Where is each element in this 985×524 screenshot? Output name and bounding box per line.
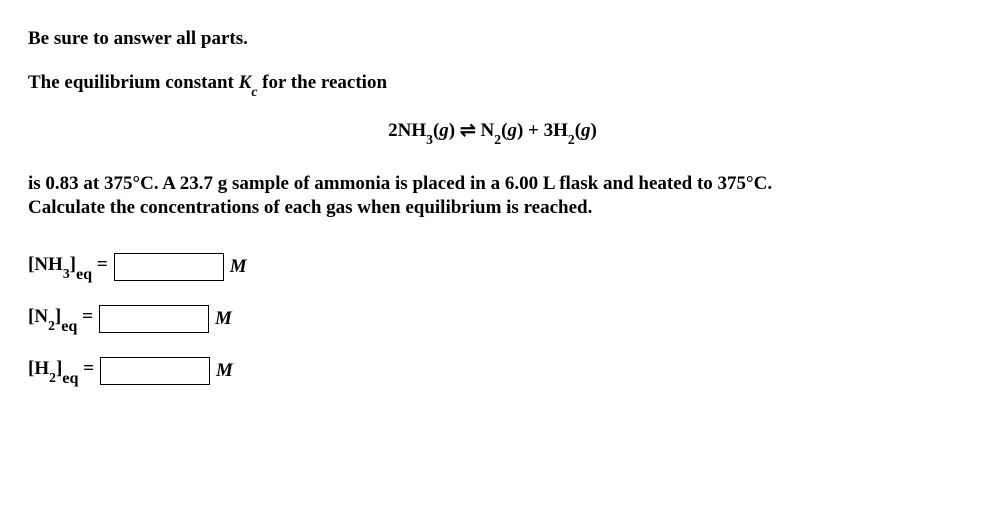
reactant-nh3-sub: 3 bbox=[426, 132, 433, 147]
nh3-sub1: 3 bbox=[63, 266, 70, 281]
nh3-unit: M bbox=[230, 256, 247, 278]
instruction-text: Be sure to answer all parts. bbox=[28, 28, 957, 50]
h2-sub2: eq bbox=[62, 370, 78, 387]
h2-answer-row: [H2]eq = M bbox=[28, 357, 957, 385]
nh3-label: [NH3]eq = bbox=[28, 254, 108, 280]
product-h2-paren-close: ) bbox=[591, 120, 597, 141]
h2-input[interactable] bbox=[100, 357, 210, 385]
h2-unit: M bbox=[216, 360, 233, 382]
product-h2: 3H bbox=[544, 120, 568, 141]
intro-line: The equilibrium constant Kc for the reac… bbox=[28, 72, 957, 97]
product-n2-sub: 2 bbox=[494, 132, 501, 147]
k-symbol: K bbox=[239, 72, 252, 93]
equilibrium-arrow: ⇌ bbox=[455, 120, 480, 141]
k-subscript: c bbox=[251, 84, 257, 99]
intro-suffix: for the reaction bbox=[257, 72, 387, 93]
plus-sign: + bbox=[523, 120, 543, 141]
n2-sub1: 2 bbox=[48, 318, 55, 333]
body-line-2: Calculate the concentrations of each gas… bbox=[28, 197, 957, 219]
reactant-nh3-state: g bbox=[439, 120, 449, 141]
n2-answer-row: [N2]eq = M bbox=[28, 305, 957, 333]
nh3-open: [NH bbox=[28, 254, 63, 275]
n2-label: [N2]eq = bbox=[28, 306, 93, 332]
nh3-equals: = bbox=[92, 254, 108, 275]
product-n2: N bbox=[481, 120, 495, 141]
intro-prefix: The equilibrium constant bbox=[28, 72, 239, 93]
h2-equals: = bbox=[78, 358, 94, 379]
h2-open: [H bbox=[28, 358, 49, 379]
nh3-answer-row: [NH3]eq = M bbox=[28, 253, 957, 281]
product-h2-state: g bbox=[581, 120, 591, 141]
n2-equals: = bbox=[77, 306, 93, 327]
nh3-input[interactable] bbox=[114, 253, 224, 281]
h2-sub1: 2 bbox=[49, 370, 56, 385]
product-n2-state: g bbox=[507, 120, 517, 141]
n2-input[interactable] bbox=[99, 305, 209, 333]
body-line-1: is 0.83 at 375°C. A 23.7 g sample of amm… bbox=[28, 173, 957, 195]
reactant-nh3-coeff: 2NH bbox=[388, 120, 426, 141]
n2-sub2: eq bbox=[61, 318, 77, 335]
n2-unit: M bbox=[215, 308, 232, 330]
reaction-equation: 2NH3(g) ⇌ N2(g) + 3H2(g) bbox=[28, 119, 957, 145]
h2-label: [H2]eq = bbox=[28, 358, 94, 384]
n2-open: [N bbox=[28, 306, 48, 327]
product-h2-sub: 2 bbox=[568, 132, 575, 147]
nh3-sub2: eq bbox=[76, 266, 92, 283]
question-container: Be sure to answer all parts. The equilib… bbox=[0, 0, 985, 429]
